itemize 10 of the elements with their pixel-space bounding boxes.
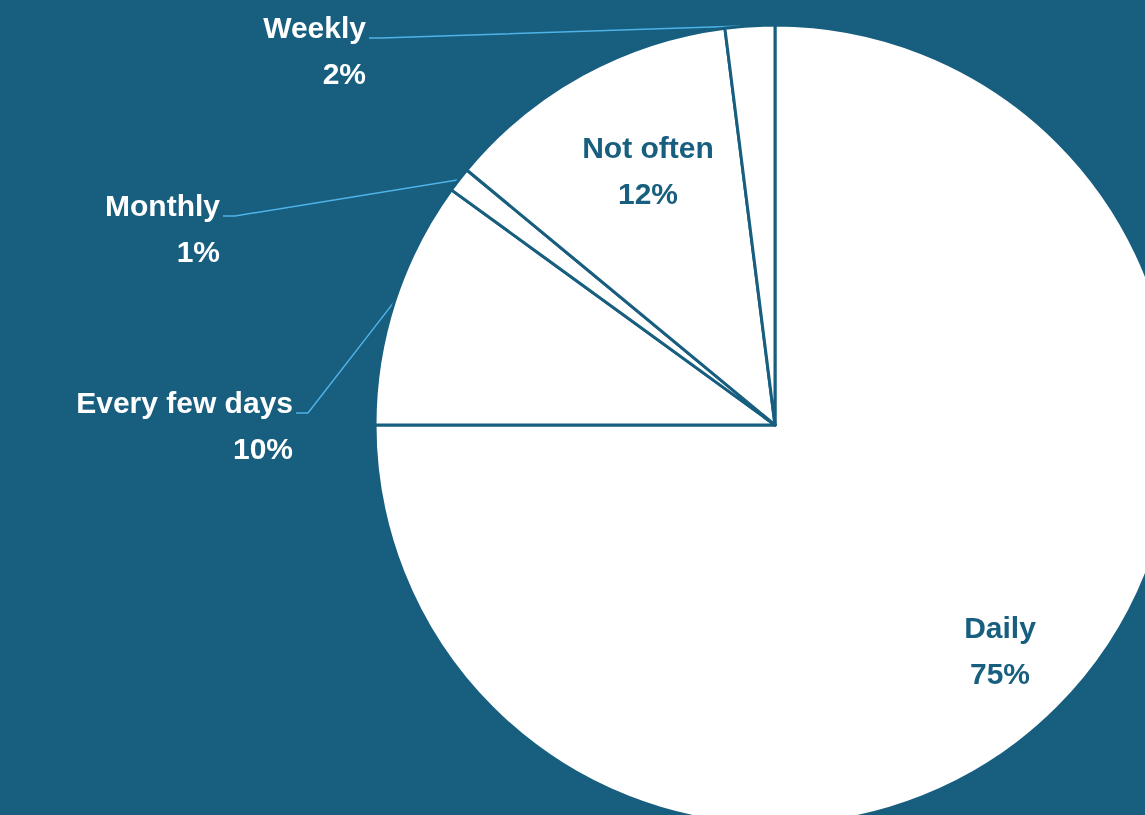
data-label: 12% (617, 176, 679, 210)
slice-label: Weekly (263, 10, 367, 44)
data-label: 2% (322, 56, 366, 90)
slice-label: Daily (964, 610, 1037, 644)
slice-label: Monthly (105, 188, 221, 222)
slice-label: Not often (582, 130, 714, 164)
slice-label: Every few days (76, 385, 293, 419)
data-label: 1% (176, 234, 220, 268)
data-label: 10% (232, 431, 293, 465)
data-label: 75% (969, 656, 1031, 690)
